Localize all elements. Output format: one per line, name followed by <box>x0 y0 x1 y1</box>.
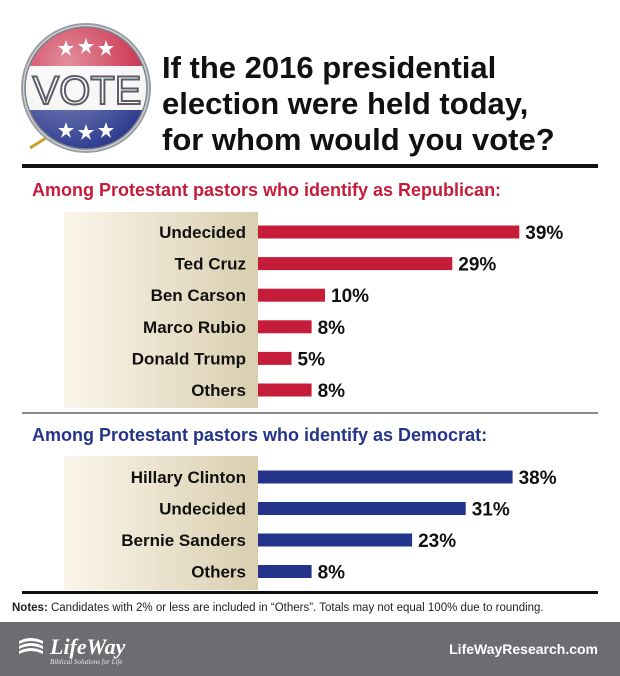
value-label: 10% <box>331 286 369 307</box>
notes-label: Notes: <box>12 602 48 614</box>
republican-section-title: Among Protestant pastors who identify as… <box>32 180 502 200</box>
value-label: 8% <box>318 318 346 339</box>
brand-name: LifeWay <box>50 634 126 659</box>
category-label: Hillary Clinton <box>131 468 246 487</box>
footer: LifeWay Biblical Solutions for Life Life… <box>0 622 620 676</box>
section-divider <box>22 412 598 414</box>
democrat-section-title: Among Protestant pastors who identify as… <box>32 425 488 445</box>
value-label: 8% <box>318 563 346 584</box>
bar <box>258 533 413 547</box>
bar <box>258 288 325 302</box>
title-line-3: for whom would you vote? <box>162 122 555 157</box>
chart-bottom-rule <box>22 591 598 594</box>
value-label: 8% <box>318 381 346 402</box>
bar <box>258 225 520 239</box>
category-label: Undecided <box>159 223 246 242</box>
category-label: Donald Trump <box>132 349 246 368</box>
value-label: 23% <box>418 531 456 552</box>
bar <box>258 320 312 334</box>
category-label: Ted Cruz <box>175 255 246 274</box>
label-panel <box>64 212 258 408</box>
brand-tagline: Biblical Solutions for Life <box>50 658 123 666</box>
value-label: 31% <box>472 500 510 521</box>
title-rule <box>22 164 598 168</box>
page-title: If the 2016 presidential election were h… <box>162 50 612 158</box>
site-url[interactable]: LifeWayResearch.com <box>449 641 598 657</box>
bar <box>258 502 466 515</box>
category-label: Others <box>191 563 246 582</box>
badge-label: VOTE <box>33 69 142 113</box>
lifeway-logo-icon <box>19 638 43 654</box>
category-label: Bernie Sanders <box>121 531 246 550</box>
bar <box>258 351 292 365</box>
category-label: Marco Rubio <box>143 318 246 337</box>
value-label: 5% <box>298 349 326 370</box>
category-label: Undecided <box>159 500 246 519</box>
category-label: Ben Carson <box>151 286 246 305</box>
vote-badge: VOTE <box>21 23 151 153</box>
category-label: Others <box>191 381 246 400</box>
notes: Notes: Candidates with 2% or less are in… <box>12 602 612 614</box>
value-label: 39% <box>525 223 563 244</box>
bar <box>258 257 453 271</box>
value-label: 38% <box>519 468 557 489</box>
value-label: 29% <box>458 255 496 276</box>
notes-text: Candidates with 2% or less are included … <box>47 602 544 614</box>
title-line-2: election were held today, <box>162 86 529 121</box>
bar <box>258 565 312 578</box>
title-line-1: If the 2016 presidential <box>162 50 497 85</box>
bar <box>258 383 312 397</box>
label-panel <box>64 456 258 590</box>
bar <box>258 470 513 484</box>
